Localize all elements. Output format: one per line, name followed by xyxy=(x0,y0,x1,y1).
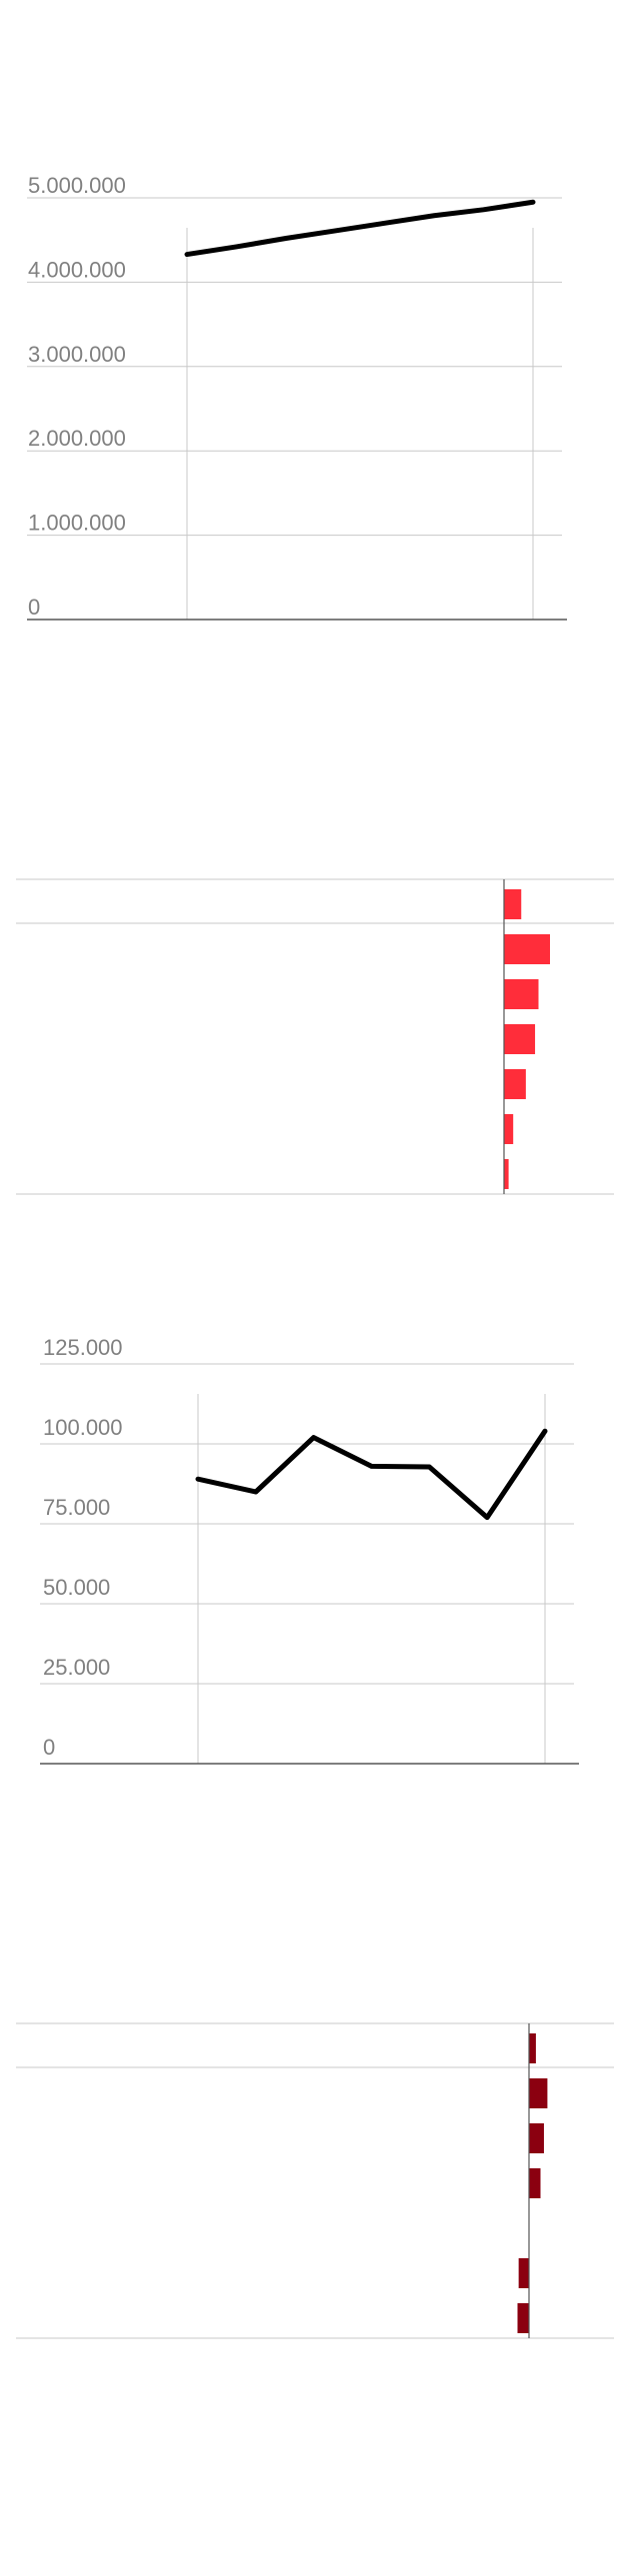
line-chart-2: 0 25.000 50.000 75.000 100.000 125.000 xyxy=(0,1324,640,1794)
series-line xyxy=(184,199,536,258)
bar xyxy=(529,2123,544,2153)
bar xyxy=(504,1114,514,1144)
bar xyxy=(504,1024,536,1054)
series-line xyxy=(195,1428,548,1521)
bar-chart-1 xyxy=(0,869,640,1214)
y-tick-label: 1.000.000 xyxy=(28,511,126,536)
y-tick-label: 0 xyxy=(43,1735,55,1760)
y-tick-label: 125.000 xyxy=(43,1335,123,1360)
y-tick-label: 50.000 xyxy=(43,1575,110,1600)
y-tick-label: 25.000 xyxy=(43,1655,110,1680)
line-chart-1: 0 1.000.000 2.000.000 3.000.000 4.000.000 5.0… xyxy=(0,173,640,644)
line-chart-2-svg: 0 25.000 50.000 75.000 100.000 125.000 xyxy=(40,1335,579,1765)
bar xyxy=(504,889,522,919)
bar xyxy=(504,1069,526,1099)
bar xyxy=(529,2033,536,2063)
line-chart-1-svg: 0 1.000.000 2.000.000 3.000.000 4.000.000 5.0… xyxy=(27,173,567,621)
bar xyxy=(504,979,539,1009)
bar xyxy=(504,934,550,964)
bar-chart-2 xyxy=(0,2013,640,2358)
bar xyxy=(529,2168,541,2198)
y-tick-label: 4.000.000 xyxy=(28,257,126,282)
y-tick-label: 0 xyxy=(28,595,40,620)
bar-chart-1-svg xyxy=(16,878,614,1195)
bar xyxy=(517,2303,529,2333)
bar xyxy=(518,2258,529,2288)
y-tick-label: 5.000.000 xyxy=(28,173,126,198)
bar-chart-2-svg xyxy=(16,2022,614,2339)
y-tick-label: 3.000.000 xyxy=(28,342,126,367)
y-tick-label: 75.000 xyxy=(43,1495,110,1520)
bar xyxy=(504,1159,509,1189)
y-tick-label: 100.000 xyxy=(43,1415,123,1440)
bar xyxy=(529,2078,548,2108)
y-tick-label: 2.000.000 xyxy=(28,426,126,451)
